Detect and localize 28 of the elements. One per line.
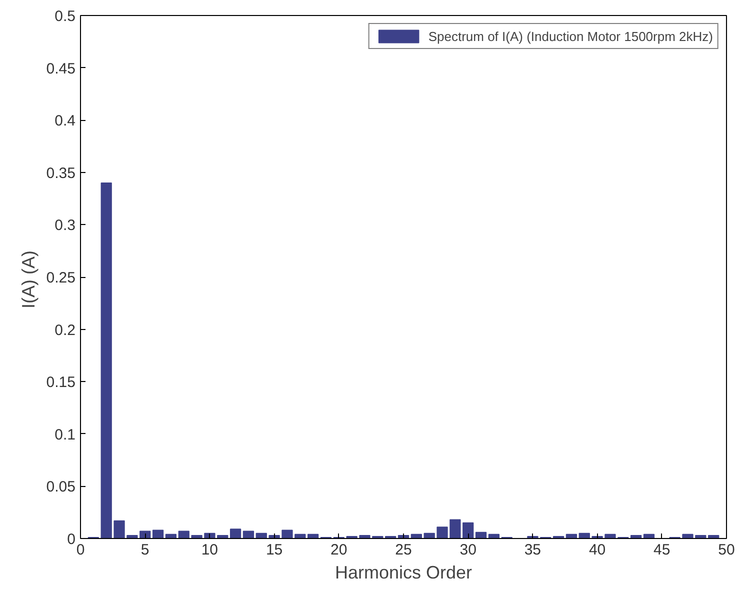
x-tick-label: 20 [330, 542, 348, 558]
y-tick-label: 0.05 [46, 478, 76, 496]
x-tick-label: 50 [718, 542, 735, 558]
x-tick-label: 30 [460, 542, 476, 558]
y-tick-label: 0.5 [54, 8, 76, 25]
y-tick-label: 0.45 [46, 60, 76, 78]
y-tick-label: 0.1 [54, 426, 76, 444]
x-axis-title: Harmonics Order [334, 562, 472, 582]
bar [242, 530, 254, 538]
y-tick-label: 0.4 [54, 112, 76, 130]
x-tick-label: 10 [201, 542, 218, 558]
x-tick-label: 45 [654, 542, 670, 558]
y-axis-title: I(A) (A) [18, 250, 38, 308]
bar [462, 522, 474, 538]
y-tick-label: 0.35 [46, 164, 76, 182]
x-tick-label: 5 [140, 542, 150, 558]
y-tick-label: 0.3 [54, 217, 76, 234]
x-tick-label: 15 [266, 542, 283, 558]
bar [152, 530, 164, 538]
x-tick-label: 35 [524, 542, 542, 558]
y-tick-label: 0 [67, 531, 76, 548]
y-tick-label: 0.15 [46, 374, 76, 392]
bar [230, 528, 242, 538]
legend-label: Spectrum of I(A) (Induction Motor 1500rpm 2kHz) [428, 28, 713, 44]
y-tick-label: 0.2 [54, 322, 76, 339]
y-tick-label: 0.25 [46, 270, 76, 286]
x-tick-label: 25 [395, 542, 412, 558]
x-tick-label: 40 [588, 542, 606, 558]
